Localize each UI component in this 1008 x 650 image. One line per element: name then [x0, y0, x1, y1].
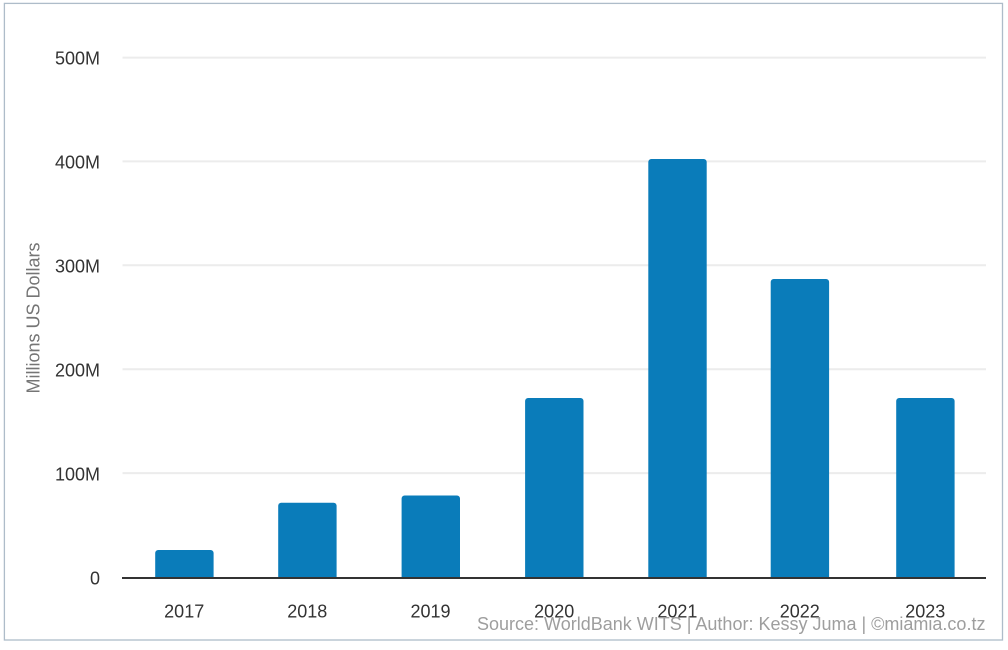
svg-text:2017: 2017: [164, 602, 204, 622]
svg-text:2023: 2023: [905, 602, 945, 622]
svg-text:2022: 2022: [780, 602, 820, 622]
svg-text:Millions US Dollars: Millions US Dollars: [24, 242, 44, 393]
svg-text:2018: 2018: [287, 602, 327, 622]
svg-text:2021: 2021: [657, 602, 697, 622]
svg-text:Source: WorldBank WITS | Autho: Source: WorldBank WITS | Author: Kessy J…: [477, 614, 985, 634]
svg-text:200M: 200M: [55, 361, 100, 381]
svg-text:0: 0: [90, 569, 100, 589]
svg-text:300M: 300M: [55, 257, 100, 277]
svg-text:100M: 100M: [55, 465, 100, 485]
svg-text:2019: 2019: [410, 602, 450, 622]
svg-text:2020: 2020: [534, 602, 574, 622]
svg-text:500M: 500M: [55, 49, 100, 69]
svg-text:400M: 400M: [55, 153, 100, 173]
